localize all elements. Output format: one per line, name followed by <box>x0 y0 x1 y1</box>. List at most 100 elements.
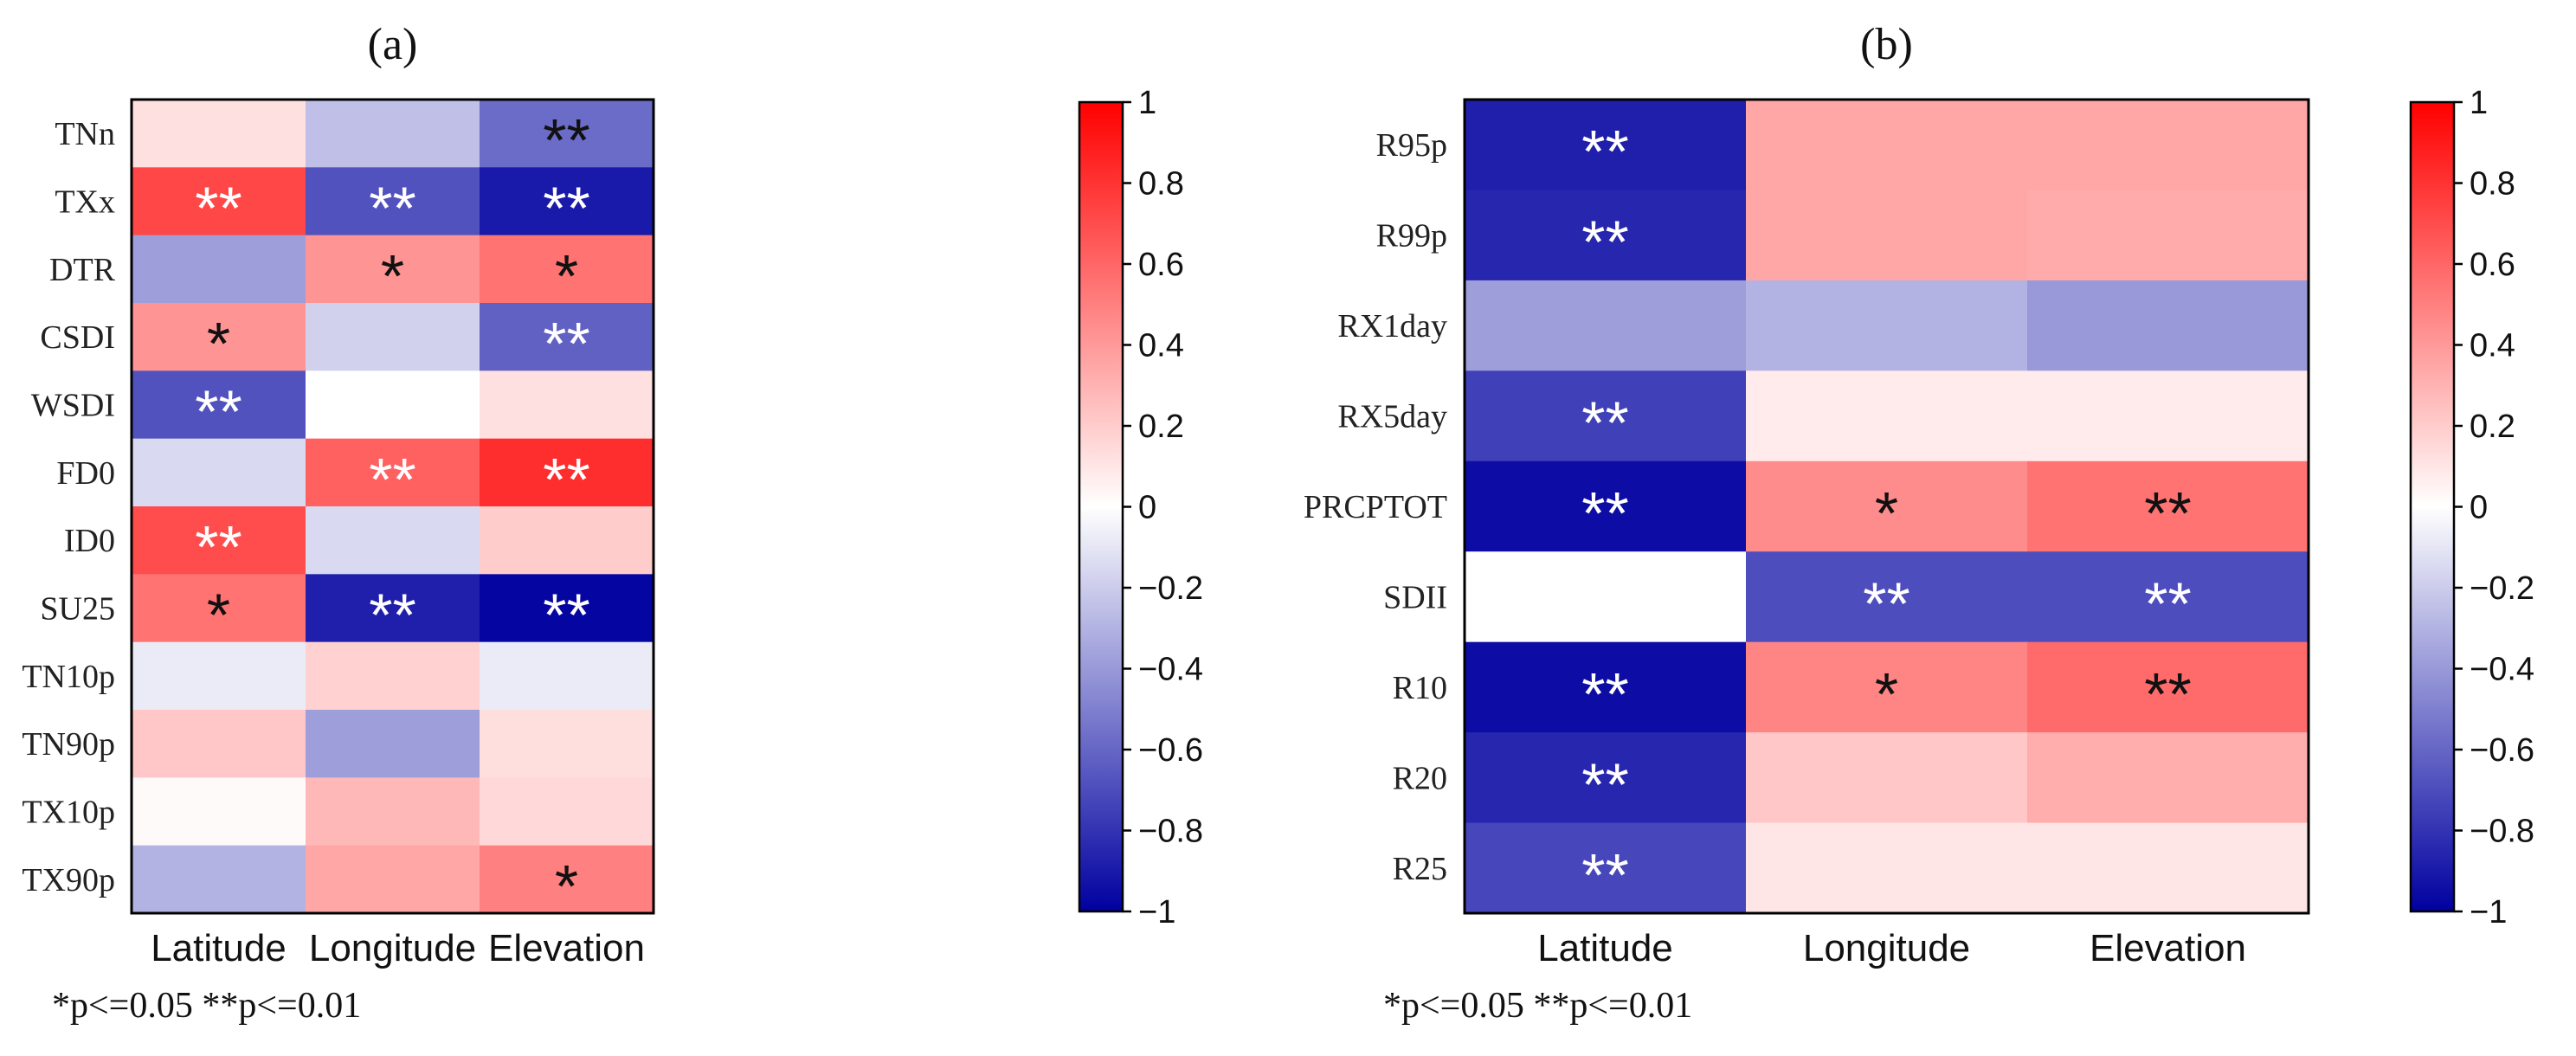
row-label: TNn <box>55 116 115 152</box>
row-label: TN90p <box>22 726 115 763</box>
row-label: R10 <box>1393 670 1447 706</box>
heatmap-cell <box>306 777 480 847</box>
row-label: PRCPTOT <box>1304 489 1447 525</box>
heatmap-cell <box>306 710 480 778</box>
heatmap-cell <box>306 574 480 643</box>
row-label: TX90p <box>22 862 115 898</box>
colorbar-tick-label: 0 <box>1138 490 1156 526</box>
heatmap-cell <box>1746 641 2028 733</box>
column-label: Longitude <box>309 927 476 969</box>
significance-label: ** <box>369 582 415 649</box>
heatmap-cell <box>480 641 654 711</box>
colorbar-tick-label: 0.8 <box>1138 166 1184 203</box>
heatmap-cell <box>1746 280 2028 371</box>
heatmap-cell <box>306 303 480 371</box>
heatmap-cell <box>480 235 654 304</box>
significance-label: ** <box>1581 841 1628 909</box>
colorbar-tick-label: 0.4 <box>2470 328 2515 364</box>
significance-label: ** <box>1581 390 1628 457</box>
significance-label: ** <box>2144 570 2191 637</box>
colorbar-tick-label: 0.8 <box>2470 166 2515 203</box>
significance-label: ** <box>195 378 242 446</box>
significance-label: ** <box>1581 209 1628 276</box>
heatmap-cell <box>2027 190 2309 281</box>
column-label: Longitude <box>1803 927 1970 969</box>
colorbar-tick-label: 0.6 <box>2470 247 2515 283</box>
heatmap-cell <box>132 303 306 371</box>
colorbar-tick-label: −0.6 <box>1138 732 1203 769</box>
row-label: SU25 <box>40 591 115 628</box>
heatmap-cell <box>2027 370 2309 462</box>
row-label: RX1day <box>1337 308 1447 344</box>
heatmap-cell <box>1746 822 2028 914</box>
heatmap-cell <box>132 235 306 304</box>
heatmap-cell <box>480 777 654 847</box>
significance-label: ** <box>543 582 589 649</box>
heatmap-cell <box>132 710 306 778</box>
row-label: R95p <box>1376 127 1447 164</box>
heatmap-cell <box>1746 551 2028 643</box>
heatmap-cell <box>1465 551 1747 643</box>
colorbar-tick-label: −0.2 <box>1138 570 1203 607</box>
row-label: R99p <box>1376 218 1447 254</box>
heatmap-cell <box>132 100 306 168</box>
colorbar-tick-label: 0.4 <box>1138 328 1184 364</box>
heatmap-cell <box>1465 280 1747 371</box>
significance-label: * <box>207 582 230 649</box>
significance-label: ** <box>195 513 242 581</box>
heatmap-cell <box>480 438 654 507</box>
significance-label: ** <box>543 310 589 377</box>
column-label: Latitude <box>151 927 287 969</box>
significance-label: ** <box>1581 118 1628 185</box>
heatmap-cell <box>132 167 306 236</box>
panel-title: (a) <box>368 20 418 69</box>
significance-label: * <box>555 242 578 310</box>
significance-label: ** <box>2144 660 2191 728</box>
heatmap-cell <box>480 845 654 914</box>
column-label: Latitude <box>1537 927 1673 969</box>
heatmap-cell <box>1465 822 1747 914</box>
panel-title: (b) <box>1860 20 1913 69</box>
heatmap-cell <box>132 438 306 507</box>
heatmap-cell <box>1465 190 1747 281</box>
colorbar-tick-label: −0.2 <box>2470 570 2534 607</box>
row-label: TN10p <box>22 659 115 695</box>
heatmap-cell <box>480 506 654 575</box>
colorbar-tick-label: −0.8 <box>1138 814 1203 850</box>
heatmap-cell <box>1465 460 1747 552</box>
colorbar-tick-label: −0.4 <box>1138 652 1203 688</box>
significance-label: ** <box>543 446 589 513</box>
plot-frame <box>130 98 655 915</box>
significance-label: ** <box>1581 750 1628 818</box>
significance-note: *p<=0.05 **p<=0.01 <box>1383 986 1692 1026</box>
significance-label: * <box>207 310 230 377</box>
heatmap-cell <box>132 641 306 711</box>
heatmap-cell <box>1746 732 2028 824</box>
heatmap-cell <box>132 370 306 440</box>
colorbar-tick-label: 0.6 <box>1138 247 1184 283</box>
colorbar-tick-label: 1 <box>2470 85 2488 121</box>
colorbar-tick-label: 0.2 <box>2470 409 2515 445</box>
heatmap-cell <box>1465 641 1747 733</box>
colorbar-tick-label: −1 <box>1138 894 1175 930</box>
plot-frame <box>1463 98 2310 915</box>
row-label: CSDI <box>40 319 115 356</box>
heatmap-cell <box>306 167 480 236</box>
heatmap-cell <box>1746 370 2028 462</box>
row-label: FD0 <box>56 455 115 492</box>
colorbar-tick-label: −1 <box>2470 894 2507 930</box>
heatmap-cell <box>480 167 654 236</box>
panel-a: (a)**** ** *** ** ****** ***** ** ***TNnTXxDTRC… <box>22 20 1203 1026</box>
heatmap-cell <box>2027 280 2309 371</box>
significance-label: * <box>381 242 404 310</box>
heatmap-cell <box>306 235 480 304</box>
row-label: TX10p <box>22 795 115 831</box>
significance-label: ** <box>1581 660 1628 728</box>
significance-label: * <box>1875 660 1898 728</box>
colorbar-tick-label: −0.8 <box>2470 814 2534 850</box>
heatmap-cell <box>1746 190 2028 281</box>
heatmap-cell <box>1746 100 2028 190</box>
heatmap-cell <box>480 370 654 440</box>
row-label: WSDI <box>31 388 115 424</box>
